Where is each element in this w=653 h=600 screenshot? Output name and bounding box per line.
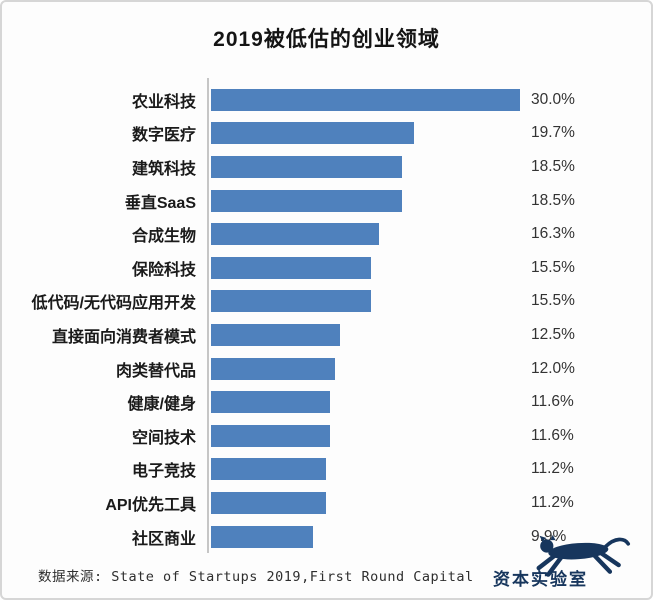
bar — [211, 256, 371, 279]
bar-track — [211, 223, 520, 246]
value-label: 19.7% — [531, 124, 575, 142]
chart-title: 2019被低估的创业领域 — [213, 28, 440, 51]
bar — [211, 189, 402, 212]
value-label: 11.2% — [531, 460, 574, 478]
leaping-leopard-icon — [536, 535, 631, 577]
chart-row: 建筑科技 18.5% — [2, 150, 651, 184]
bar-track — [211, 189, 520, 212]
category-label: 农业科技 — [131, 93, 196, 111]
value-label: 18.5% — [531, 191, 575, 209]
bar-track — [211, 458, 520, 481]
chart-row: 社区商业 9.9% — [2, 520, 651, 554]
value-label: 18.5% — [531, 157, 575, 175]
value-label: 30.0% — [531, 90, 575, 108]
category-label: 数字医疗 — [131, 127, 196, 145]
value-label: 12.5% — [531, 325, 575, 343]
chart-row: 电子竞技 11.2% — [2, 453, 651, 487]
value-label: 16.3% — [531, 225, 575, 243]
category-label: 低代码/无代码应用开发 — [31, 295, 196, 313]
category-label: 空间技术 — [131, 429, 196, 447]
bar-track — [211, 491, 520, 514]
category-label: 直接面向消费者模式 — [51, 328, 196, 346]
chart-row: 低代码/无代码应用开发 15.5% — [2, 285, 651, 319]
category-label: 保险科技 — [131, 261, 196, 279]
category-label: 肉类替代品 — [115, 362, 196, 380]
value-label: 11.2% — [531, 493, 574, 511]
bar — [211, 88, 520, 111]
chart-row: 健康/健身 11.6% — [2, 385, 651, 419]
value-label: 11.6% — [531, 426, 574, 444]
bar — [211, 223, 379, 246]
chart-row: 肉类替代品 12.0% — [2, 352, 651, 386]
category-label: API优先工具 — [105, 496, 196, 514]
bar — [211, 155, 402, 178]
value-label: 11.6% — [531, 393, 574, 411]
bar — [211, 491, 327, 514]
bar — [211, 424, 331, 447]
category-label: 垂直SaaS — [124, 194, 196, 212]
chart-rows: 农业科技 30.0% 数字医疗 19.7% 建筑科技 18.5% 垂直SaaS — [2, 78, 651, 554]
bar — [211, 122, 414, 145]
category-label: 电子竞技 — [131, 463, 196, 481]
chart-row: API优先工具 11.2% — [2, 486, 651, 520]
bar-track — [211, 256, 520, 279]
category-label: 建筑科技 — [131, 160, 196, 178]
chart-row: 直接面向消费者模式 12.5% — [2, 318, 651, 352]
bar-track — [211, 290, 520, 313]
category-label: 合成生物 — [131, 228, 196, 246]
value-label: 15.5% — [531, 258, 575, 276]
bar-track — [211, 155, 520, 178]
chart-row: 数字医疗 19.7% — [2, 117, 651, 151]
category-label: 社区商业 — [131, 530, 196, 548]
y-axis-line — [207, 78, 209, 554]
chart-row: 垂直SaaS 18.5% — [2, 184, 651, 218]
value-label: 9.9% — [531, 527, 567, 545]
bar — [211, 391, 331, 414]
bar-track — [211, 122, 520, 145]
chart-row: 空间技术 11.6% — [2, 419, 651, 453]
bar-track — [211, 391, 520, 414]
chart-row: 合成生物 16.3% — [2, 217, 651, 251]
bar — [211, 323, 340, 346]
data-source-note: 数据来源: State of Startups 2019,First Round… — [38, 569, 474, 585]
bar-chart: 农业科技 30.0% 数字医疗 19.7% 建筑科技 18.5% 垂直SaaS — [2, 78, 651, 554]
bar — [211, 357, 335, 380]
brand-logo: 资本实验室 — [491, 535, 641, 593]
bar-track — [211, 323, 520, 346]
brand-name: 资本实验室 — [493, 570, 588, 589]
value-label: 12.0% — [531, 359, 575, 377]
bar-track — [211, 525, 520, 548]
bar — [211, 290, 371, 313]
bar-track — [211, 88, 520, 111]
chart-row: 保险科技 15.5% — [2, 251, 651, 285]
category-label: 健康/健身 — [127, 396, 196, 414]
bar-track — [211, 424, 520, 447]
bar — [211, 525, 313, 548]
bar-track — [211, 357, 520, 380]
chart-row: 农业科技 30.0% — [2, 83, 651, 117]
bar — [211, 458, 327, 481]
value-label: 15.5% — [531, 292, 575, 310]
